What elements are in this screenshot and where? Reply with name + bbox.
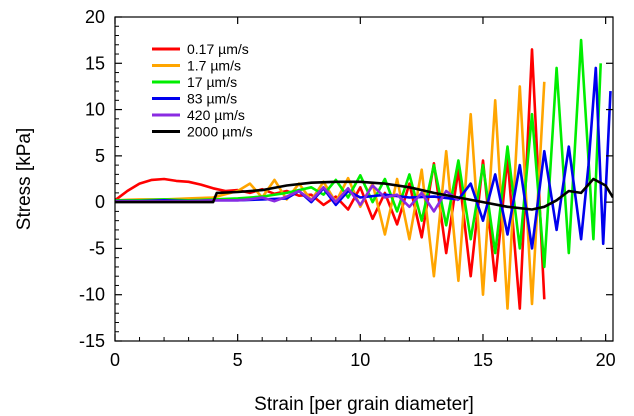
series-line-0 [115, 48, 546, 310]
series-line-5 [115, 177, 613, 211]
y-axis-title: Stress [kPa] [14, 128, 35, 230]
legend-label: 83 µm/s [187, 91, 237, 107]
x-tick-label: 0 [110, 350, 120, 370]
plot-area [115, 38, 613, 310]
y-tick-label: 20 [85, 7, 105, 27]
x-tick-label: 10 [350, 350, 370, 370]
y-tick-label: -10 [79, 285, 105, 305]
y-tick-label: -5 [89, 238, 105, 258]
y-tick-label: 10 [85, 100, 105, 120]
series-line-4 [115, 184, 460, 213]
y-tick-label: 5 [95, 146, 105, 166]
legend-label: 1.7 µm/s [187, 58, 241, 74]
legend-label: 17 µm/s [187, 74, 237, 90]
x-tick-label: 5 [233, 350, 243, 370]
plot-frame [114, 16, 614, 342]
axis-ticks: 0 5 10 15 20 -15 -10 -5 0 5 10 15 20 [79, 7, 616, 370]
x-tick-label: 15 [473, 350, 493, 370]
legend-label: 0.17 µm/s [187, 41, 249, 57]
x-tick-label: 20 [596, 350, 616, 370]
x-axis-title: Strain [per grain diameter] [254, 394, 474, 415]
y-tick-label: 15 [85, 53, 105, 73]
y-tick-label: -15 [79, 331, 105, 351]
series-line-2 [115, 38, 602, 269]
legend-label: 2000 µm/s [187, 124, 253, 140]
legend-label: 420 µm/s [187, 107, 245, 123]
y-tick-label: 0 [95, 192, 105, 212]
